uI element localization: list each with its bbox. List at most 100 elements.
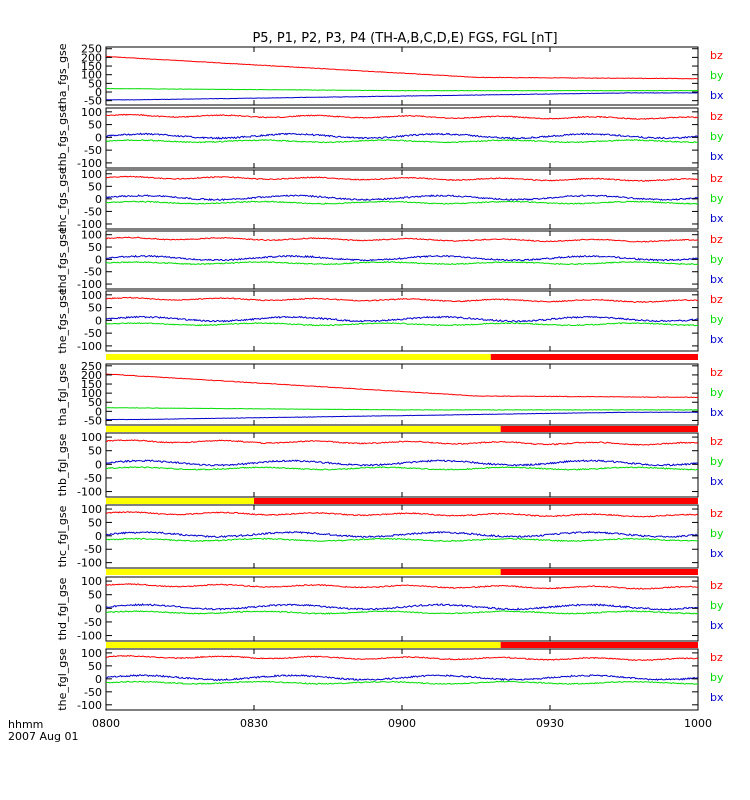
x-axis: hhmm 2007 Aug 01 0800 0830 0900 0930 1000 — [8, 717, 712, 743]
y-tick-label: 100 — [81, 168, 102, 181]
x-axis-label-hhmm: hhmm — [8, 718, 43, 731]
x-tick-label: 0930 — [536, 717, 564, 730]
series-line-by — [106, 466, 698, 471]
y-tick-label: 50 — [88, 241, 102, 254]
y-tick-label: 50 — [88, 302, 102, 315]
y-tick-label: -100 — [77, 157, 102, 170]
y-tick-label: 100 — [81, 229, 102, 242]
y-tick-label: 200 — [81, 51, 102, 64]
y-tick-label: 0 — [95, 405, 102, 418]
y-tick-label: 100 — [81, 503, 102, 516]
status-bar-red — [254, 498, 698, 504]
series-line-bx — [106, 459, 698, 467]
legend-bz: bz — [710, 435, 723, 448]
y-axis-label: tha_fgl_gse — [56, 363, 69, 426]
x-axis-label-date: 2007 Aug 01 — [8, 730, 78, 743]
legend-by: by — [710, 599, 724, 612]
status-bar-yellow — [106, 498, 254, 504]
y-tick-label: 50 — [88, 589, 102, 602]
y-tick-label: 100 — [81, 431, 102, 444]
panel-frame — [105, 576, 699, 642]
y-tick-label: 50 — [88, 396, 102, 409]
y-tick-label: 100 — [81, 575, 102, 588]
y-tick-label: 50 — [88, 77, 102, 90]
y-tick-label: 0 — [95, 253, 102, 266]
series-line-bx — [106, 530, 698, 539]
legend-by: by — [710, 69, 724, 82]
status-bar-red — [490, 354, 698, 360]
y-axis-label: the_fgs_gse — [56, 288, 69, 353]
series-line-by — [106, 610, 698, 615]
y-axis-label: thc_fgl_gse — [56, 505, 69, 567]
legend-by: by — [710, 253, 724, 266]
y-tick-label: 100 — [81, 289, 102, 302]
legend-bx: bx — [710, 273, 724, 286]
y-tick-label: 100 — [81, 387, 102, 400]
series-line-bx — [106, 194, 698, 202]
status-bar-red — [500, 569, 698, 575]
y-tick-label: 0 — [95, 602, 102, 615]
series-line-bx — [106, 315, 698, 323]
y-axis-label: thb_fgl_gse — [56, 433, 69, 496]
y-tick-label: -100 — [77, 340, 102, 353]
legend-bz: bz — [710, 172, 723, 185]
y-axis-label: thd_fgs_gse — [56, 227, 69, 293]
y-tick-label: 150 — [81, 378, 102, 391]
y-axis-label: the_fgl_gse — [56, 648, 69, 711]
series-line-bz — [106, 373, 698, 399]
y-tick-label: 100 — [81, 647, 102, 660]
legend-bz: bz — [710, 49, 723, 62]
legend-bx: bx — [710, 619, 724, 632]
y-tick-label: 50 — [88, 445, 102, 458]
series-line-by — [106, 138, 698, 144]
y-tick-label: -50 — [84, 414, 102, 427]
y-tick-label: 100 — [81, 106, 102, 119]
x-tick-label: 0800 — [92, 717, 120, 730]
y-tick-label: 50 — [88, 660, 102, 673]
legend-bz: bz — [710, 507, 723, 520]
y-tick-label: -100 — [77, 699, 102, 712]
y-tick-label: 0 — [95, 530, 102, 543]
legend-bx: bx — [710, 475, 724, 488]
y-tick-label: -100 — [77, 218, 102, 231]
y-tick-label: 50 — [88, 180, 102, 193]
y-axis-label: thc_fgs_gse — [56, 167, 69, 232]
series-line-bz — [106, 583, 698, 590]
y-tick-label: -50 — [84, 95, 102, 108]
y-tick-label: 0 — [95, 314, 102, 327]
y-tick-label: -100 — [77, 486, 102, 499]
legend-bz: bz — [710, 651, 723, 664]
y-tick-label: -50 — [84, 616, 102, 629]
legend-bx: bx — [710, 89, 724, 102]
series-line-bx — [106, 132, 698, 140]
series-line-bz — [106, 175, 698, 182]
y-tick-label: -50 — [84, 266, 102, 279]
y-tick-label: 250 — [81, 43, 102, 56]
legend-by: by — [710, 455, 724, 468]
legend-bx: bx — [710, 333, 724, 346]
series-line-by — [106, 260, 698, 266]
series-line-bx — [106, 92, 698, 101]
series-line-by — [106, 680, 698, 685]
status-bar-yellow — [106, 642, 501, 648]
status-bars-group — [106, 354, 698, 648]
y-tick-label: -50 — [84, 327, 102, 340]
series-line-bz — [106, 511, 698, 518]
series-line-bx — [106, 603, 698, 611]
legend-by: by — [710, 386, 724, 399]
y-tick-label: 0 — [95, 458, 102, 471]
series-line-bx — [106, 254, 698, 262]
series-line-bz — [106, 654, 698, 662]
series-line-by — [106, 200, 698, 205]
y-tick-label: 100 — [81, 69, 102, 82]
legend-by: by — [710, 192, 724, 205]
y-tick-label: 0 — [95, 86, 102, 99]
